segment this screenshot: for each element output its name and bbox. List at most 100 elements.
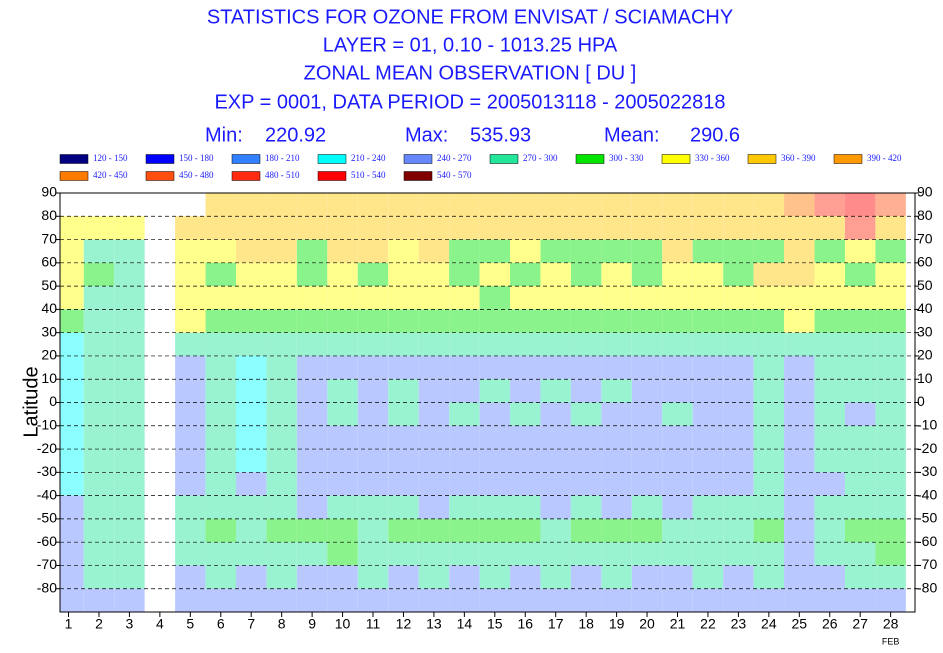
heatmap-cell (418, 518, 450, 543)
heatmap-cell (510, 239, 541, 263)
heatmap-cell (510, 355, 541, 380)
heatmap-cell (266, 193, 297, 217)
heatmap-cell (784, 332, 815, 356)
heatmap-cell (114, 286, 145, 310)
heatmap-cell (875, 588, 906, 612)
heatmap-cell (266, 565, 297, 589)
heatmap-cell (266, 518, 297, 543)
heatmap-cell (205, 216, 236, 240)
heatmap-cell (60, 565, 84, 589)
heatmap-cell (844, 565, 876, 589)
x-tick-label: 14 (457, 616, 473, 632)
legend-swatch (747, 154, 777, 164)
legend-swatch (575, 154, 605, 164)
heatmap-cell (570, 216, 602, 240)
title-line: EXP = 0001, DATA PERIOD = 2005013118 - 2… (214, 91, 725, 113)
heatmap-cell (601, 355, 632, 380)
legend-label: 330 - 360 (695, 153, 730, 163)
heatmap-cell (814, 588, 845, 612)
heatmap-cell (205, 239, 236, 263)
heatmap-cell (814, 449, 845, 473)
heatmap-cell (875, 332, 906, 356)
heatmap-cell (662, 193, 693, 217)
heatmap-cell (418, 542, 450, 566)
heatmap-cell (692, 449, 724, 473)
heatmap-cell (235, 542, 267, 566)
heatmap-cell (357, 518, 389, 543)
y-tick-label: 90 (917, 184, 933, 200)
y-tick-label: 80 (41, 207, 57, 223)
heatmap-cell (296, 332, 328, 356)
heatmap-cell (662, 286, 693, 310)
heatmap-cell (296, 425, 328, 450)
heatmap-cell (175, 495, 206, 519)
heatmap-cell (327, 425, 358, 450)
heatmap-cell (83, 262, 115, 287)
heatmap-cell (388, 402, 419, 426)
heatmap-cell (205, 262, 236, 287)
heatmap-cell (510, 193, 541, 217)
heatmap-cell (662, 239, 693, 263)
heatmap-cell (235, 379, 267, 403)
heatmap-cell (692, 472, 724, 496)
heatmap-cell (784, 262, 815, 287)
heatmap-cell (418, 472, 450, 496)
legend-label: 390 - 420 (867, 153, 902, 163)
heatmap-cell (327, 379, 358, 403)
heatmap-cell (327, 239, 358, 263)
heatmap-cell (479, 309, 511, 333)
heatmap-cell (296, 518, 328, 543)
heatmap-cell (418, 193, 450, 217)
heatmap-cell (114, 425, 145, 450)
heatmap-cell (814, 332, 845, 356)
heatmap-cell (479, 355, 511, 380)
heatmap-cell (266, 542, 297, 566)
heatmap-cell (479, 495, 511, 519)
heatmap-cell (844, 286, 876, 310)
heatmap-cell (692, 588, 724, 612)
heatmap-cell (418, 355, 450, 380)
heatmap-cell (844, 262, 876, 287)
heatmap-cell (479, 542, 511, 566)
heatmap-cell (449, 355, 480, 380)
heatmap-cell (540, 542, 571, 566)
heatmap-cell (723, 239, 754, 263)
heatmap-cell (723, 565, 754, 589)
heatmap-cell (114, 565, 145, 589)
heatmap-cell (235, 425, 267, 450)
heatmap-cell (418, 449, 450, 473)
heatmap-cell (784, 495, 815, 519)
heatmap-cell (60, 379, 84, 403)
x-tick-label: 22 (700, 616, 716, 632)
heatmap-cell (114, 472, 145, 496)
heatmap-cell (570, 309, 602, 333)
heatmap-cell (570, 518, 602, 543)
heatmap-cell (753, 518, 785, 543)
heatmap-cell (844, 588, 876, 612)
heatmap-cell (114, 309, 145, 333)
heatmap-cell (723, 379, 754, 403)
heatmap-cell (266, 472, 297, 496)
legend-swatch (59, 154, 89, 164)
heatmap-cell (205, 588, 236, 612)
heatmap-cell (266, 286, 297, 310)
heatmap-cell (266, 402, 297, 426)
heatmap-cell (692, 355, 724, 380)
heatmap-cell (357, 379, 389, 403)
heatmap-cell (327, 286, 358, 310)
heatmap-cell (357, 193, 389, 217)
heatmap-cell (296, 355, 328, 380)
heatmap-cell (570, 262, 602, 287)
heatmap-cell (631, 518, 663, 543)
heatmap-cell (418, 379, 450, 403)
heatmap-cell (631, 565, 663, 589)
heatmap-cell (753, 495, 785, 519)
heatmap-cell (235, 495, 267, 519)
y-tick-label: -60 (37, 533, 57, 549)
heatmap-cell (449, 542, 480, 566)
heatmap-cell (875, 542, 906, 566)
y-tick-label: -80 (917, 579, 937, 595)
heatmap-cell (327, 542, 358, 566)
x-tick-label: 18 (578, 616, 594, 632)
stat-value: 220.92 (265, 124, 326, 146)
